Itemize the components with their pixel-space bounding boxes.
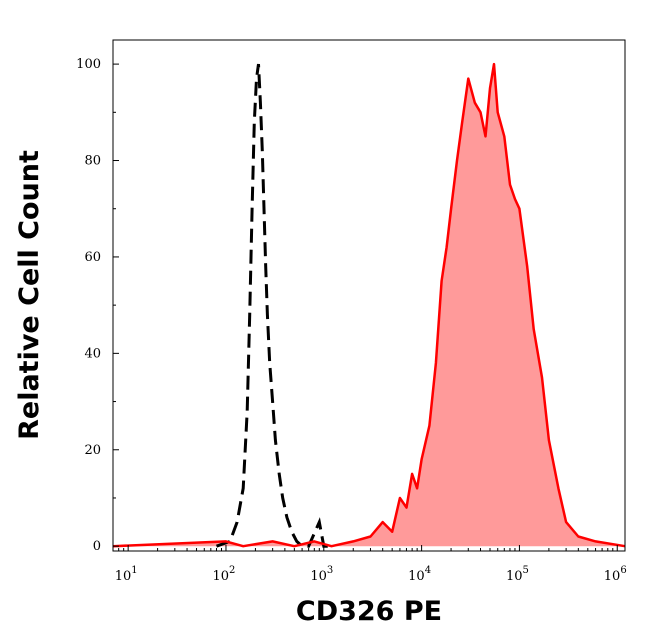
y-tick-label: 100	[76, 57, 101, 72]
x-axis: 101 102 103 104 105 106	[112, 545, 627, 584]
line-layer	[112, 62, 626, 548]
y-tick-label: 20	[84, 443, 101, 458]
y-tick-label: 80	[84, 154, 101, 169]
control-histogram-line	[215, 63, 332, 548]
x-tick-label: 104	[408, 565, 431, 584]
y-tick-label: 40	[84, 346, 101, 361]
stained-histogram-line	[112, 62, 626, 548]
x-tick-label: 106	[604, 565, 627, 584]
y-axis-title: Relative Cell Count	[14, 150, 45, 440]
x-tick-label: 101	[115, 565, 138, 584]
x-tick-label: 102	[213, 565, 236, 584]
x-tick-label: 103	[310, 565, 333, 584]
y-tick-label: 60	[84, 250, 101, 265]
fill-layer	[113, 64, 625, 547]
y-tick-label: 0	[93, 539, 101, 554]
x-tick-label: 105	[506, 565, 529, 584]
plot-frame	[112, 39, 626, 552]
stained-histogram-fill	[113, 64, 625, 547]
y-axis: 0 20 40 60 80 100	[76, 57, 119, 554]
x-axis-title: CD326 PE	[296, 596, 442, 627]
